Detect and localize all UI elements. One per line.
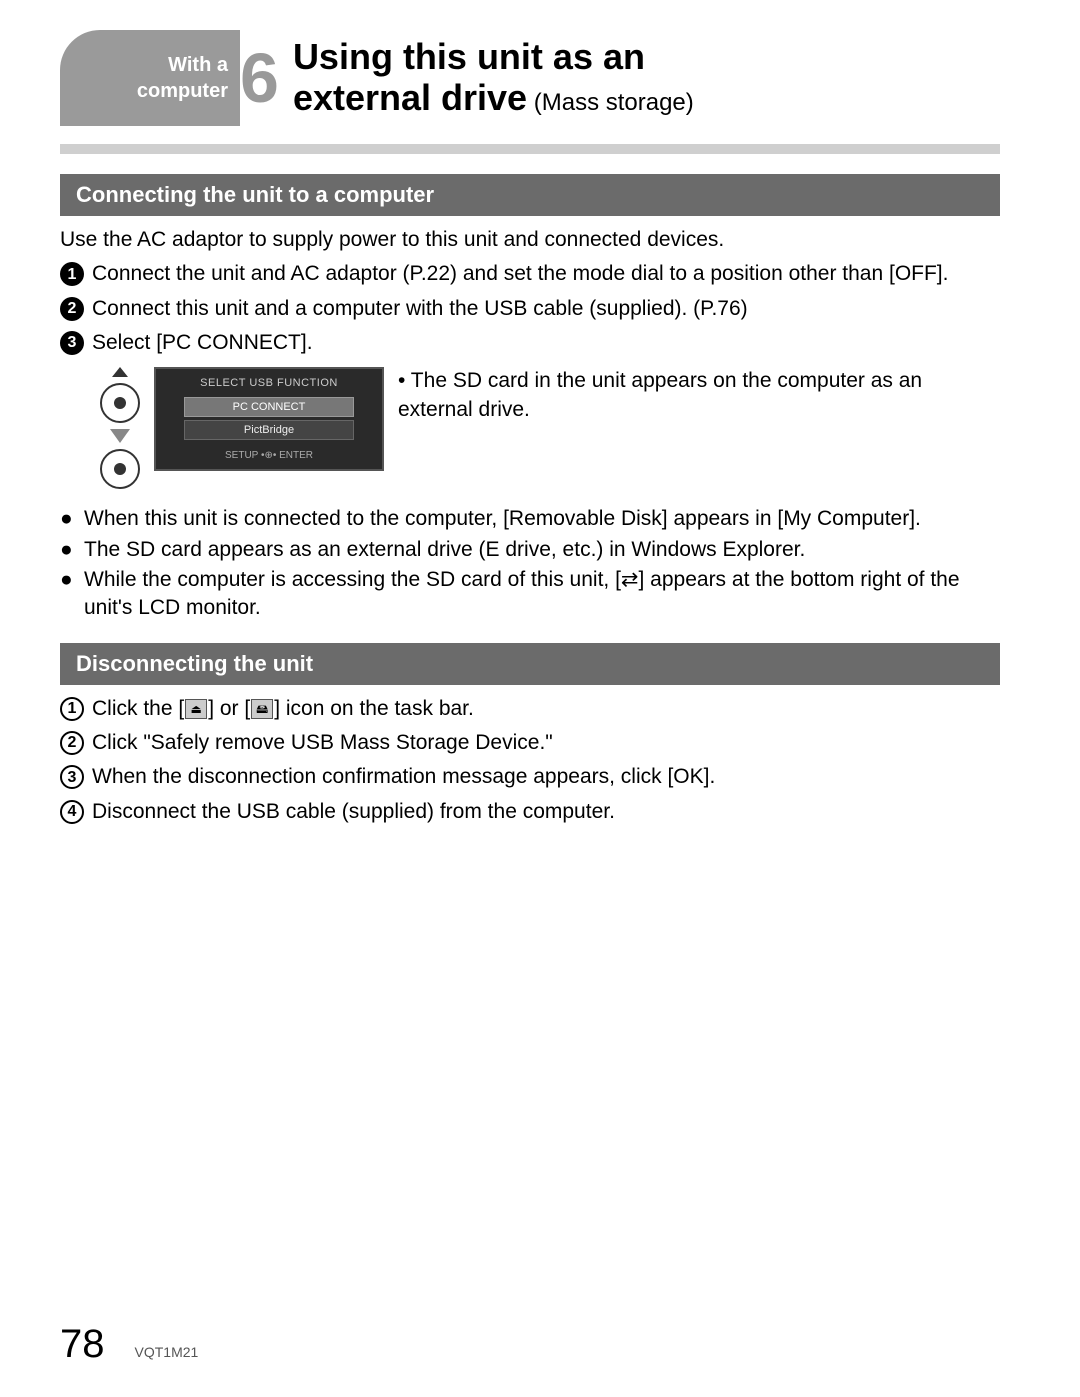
lcd-title: SELECT USB FUNCTION [164, 377, 374, 389]
bullet-text: The SD card appears as an external drive… [84, 536, 805, 564]
section1-heading: Connecting the unit to a computer [60, 174, 1000, 216]
step-text: Connect this unit and a computer with th… [92, 295, 1000, 323]
section1-bullets: ● When this unit is connected to the com… [60, 505, 1000, 622]
section1-step-2: 2 Connect this unit and a computer with … [60, 295, 1000, 323]
header-underline [60, 144, 1000, 154]
title-suffix: (Mass storage) [527, 89, 694, 116]
step-number-icon: 2 [60, 297, 84, 321]
step-number-icon: 1 [60, 697, 84, 721]
step-number-icon: 3 [60, 765, 84, 789]
step-text: Connect the unit and AC adaptor (P.22) a… [92, 260, 1000, 288]
step1-prefix: Click the [ [92, 697, 184, 720]
step1-suffix: ] icon on the task bar. [274, 697, 474, 720]
lcd-option-selected: PC CONNECT [184, 397, 354, 417]
section1-step-1: 1 Connect the unit and AC adaptor (P.22)… [60, 260, 1000, 288]
section2-step-3: 3 When the disconnection confirmation me… [60, 763, 1000, 791]
manual-page: With a computer 6 Using this unit as an … [0, 0, 1080, 1397]
taskbar-usb-icon: 🖴 [251, 699, 273, 719]
lcd-side-note: • The SD card in the unit appears on the… [398, 367, 1000, 424]
step-text: Disconnect the USB cable (supplied) from… [92, 798, 1000, 826]
step-text: Select [PC CONNECT]. [92, 329, 1000, 357]
step-number-icon: 4 [60, 800, 84, 824]
section1-intro: Use the AC adaptor to supply power to th… [60, 226, 1000, 254]
section1-step-3: 3 Select [PC CONNECT]. [60, 329, 1000, 357]
arrow-down-icon [110, 429, 130, 443]
joystick-top-icon [100, 383, 140, 423]
taskbar-eject-icon: ⏏ [185, 699, 207, 719]
page-footer: 78 VQT1M21 [60, 1322, 198, 1367]
step-number-icon: 2 [60, 731, 84, 755]
section2-step-1: 1 Click the [⏏] or [🖴] icon on the task … [60, 695, 1000, 723]
document-code: VQT1M21 [135, 1344, 199, 1360]
title-block: Using this unit as an external drive (Ma… [285, 30, 1000, 126]
bullet-item: ● When this unit is connected to the com… [60, 505, 1000, 533]
step-text: Click the [⏏] or [🖴] icon on the task ba… [92, 695, 1000, 723]
bullet-icon: ● [60, 505, 78, 533]
bullet-text: When this unit is connected to the compu… [84, 505, 921, 533]
joystick-bottom-icon [100, 449, 140, 489]
title-line2: external drive [293, 77, 527, 118]
page-number: 78 [60, 1322, 105, 1367]
section2-heading: Disconnecting the unit [60, 643, 1000, 685]
bullet-item: ● The SD card appears as an external dri… [60, 536, 1000, 564]
category-line1: With a [168, 52, 228, 78]
chapter-header: With a computer 6 Using this unit as an … [60, 30, 1000, 126]
bullet-icon: ● [60, 566, 78, 623]
category-tab: With a computer [60, 30, 240, 126]
section2-step-2: 2 Click "Safely remove USB Mass Storage … [60, 729, 1000, 757]
title-line2-row: external drive (Mass storage) [293, 77, 1000, 118]
step-number-icon: 1 [60, 262, 84, 286]
lcd-illustration-row: SELECT USB FUNCTION PC CONNECT PictBridg… [100, 367, 1000, 489]
step-number-icon: 3 [60, 331, 84, 355]
title-line1: Using this unit as an [293, 36, 1000, 77]
arrow-up-icon [112, 367, 128, 377]
section2-step-4: 4 Disconnect the USB cable (supplied) fr… [60, 798, 1000, 826]
bullet-icon: ● [60, 536, 78, 564]
bullet-text: While the computer is accessing the SD c… [84, 566, 1000, 623]
step-text: Click "Safely remove USB Mass Storage De… [92, 729, 1000, 757]
lcd-option-other: PictBridge [184, 420, 354, 440]
bullet-item: ● While the computer is accessing the SD… [60, 566, 1000, 623]
joystick-illustration [100, 367, 140, 489]
lcd-screen: SELECT USB FUNCTION PC CONNECT PictBridg… [154, 367, 384, 471]
category-line2: computer [137, 78, 228, 104]
lcd-footer: SETUP •⊕• ENTER [164, 450, 374, 461]
step-text: When the disconnection confirmation mess… [92, 763, 1000, 791]
step1-mid: ] or [ [208, 697, 250, 720]
chapter-number: 6 [240, 30, 279, 126]
